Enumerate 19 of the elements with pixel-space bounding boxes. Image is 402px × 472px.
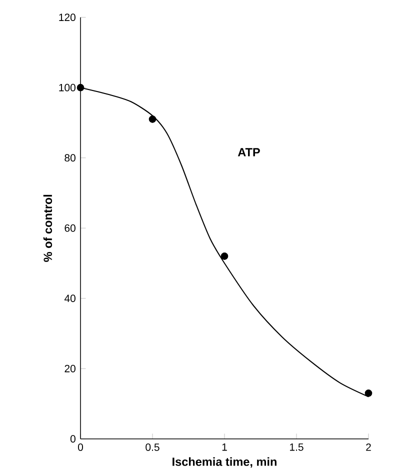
x-tick-label: 2 xyxy=(366,443,372,451)
y-tick-label: 0 xyxy=(70,435,76,443)
y-tick-label: 60 xyxy=(64,224,76,232)
point xyxy=(77,84,84,92)
y-tick-label: 20 xyxy=(64,364,76,372)
x-tick-label: 0.5 xyxy=(146,443,160,451)
point xyxy=(365,390,372,397)
x-tick-label: 1 xyxy=(222,443,228,451)
x-tick-label: 0 xyxy=(78,443,84,451)
x-axis-title: Ischemia time, min xyxy=(172,457,277,468)
x-tick-label: 1.5 xyxy=(290,443,304,451)
y-tick-label: 120 xyxy=(59,14,76,22)
y-axis-title: % of control xyxy=(44,194,52,262)
y-tick-label: 40 xyxy=(64,294,76,302)
annotation: ATP xyxy=(238,148,260,156)
y-tick-label: 80 xyxy=(64,154,76,162)
point xyxy=(149,116,156,123)
point xyxy=(221,252,228,260)
y-tick-label: 100 xyxy=(59,84,76,92)
